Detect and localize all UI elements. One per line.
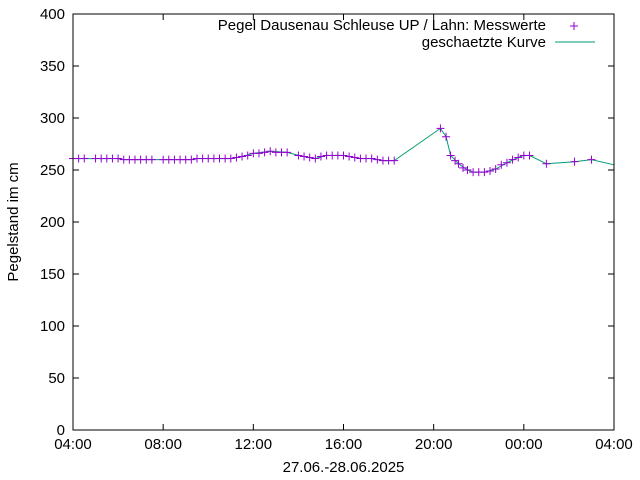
measurement-point <box>254 149 263 158</box>
measurement-point <box>260 148 269 157</box>
measurement-point <box>436 124 445 133</box>
measurement-point <box>570 157 579 166</box>
legend: Pegel Dausenau Schleuse UP / Lahn: Messw… <box>218 17 595 51</box>
measurement-point <box>497 160 506 169</box>
measurement-point <box>187 155 196 164</box>
measurement-point <box>390 156 399 165</box>
measurement-point <box>486 167 495 176</box>
plot-frame <box>72 13 615 431</box>
x-tick-label: 16:00 <box>325 436 363 453</box>
measurement-point <box>305 153 314 162</box>
y-tick-label: 250 <box>40 162 65 179</box>
y-tick-label: 200 <box>40 214 65 231</box>
measurement-point <box>232 153 241 162</box>
y-tick-label: 400 <box>40 6 65 23</box>
measurement-point <box>525 151 534 160</box>
measurement-point <box>147 155 156 164</box>
measurement-point <box>283 148 292 157</box>
x-axis-label: 27.06.-28.06.2025 <box>283 459 405 476</box>
y-tick-label: 350 <box>40 58 65 75</box>
measurement-point <box>367 154 376 163</box>
measurement-point <box>339 151 348 160</box>
measurement-series <box>69 124 596 177</box>
x-tick-label: 12:00 <box>235 436 273 453</box>
measurement-point <box>442 132 451 141</box>
y-tick-label: 0 <box>57 422 65 439</box>
measurement-point <box>266 147 275 156</box>
x-tick-label: 20:00 <box>415 436 453 453</box>
measurement-point <box>316 152 325 161</box>
measurement-point <box>114 154 123 163</box>
measurement-point <box>508 155 517 164</box>
y-tick-label: 50 <box>48 370 65 387</box>
measurement-point <box>80 154 89 163</box>
measurement-point <box>446 151 455 160</box>
y-tick-label: 150 <box>40 266 65 283</box>
measurement-point <box>350 153 359 162</box>
measurement-point <box>226 154 235 163</box>
measurement-point <box>454 159 463 168</box>
measurement-point <box>587 155 596 164</box>
measurement-point <box>300 152 309 161</box>
measurement-point <box>491 164 500 173</box>
measurement-point <box>502 158 511 167</box>
y-tick-label: 100 <box>40 318 65 335</box>
legend-plus-marker <box>570 22 578 30</box>
measurement-point <box>238 152 247 161</box>
measurement-point <box>243 151 252 160</box>
legend-label-measurements: Pegel Dausenau Schleuse UP / Lahn: Messw… <box>218 17 546 34</box>
measurement-point <box>294 151 303 160</box>
measurement-point <box>458 163 467 172</box>
measurement-point <box>542 159 551 168</box>
measurement-point <box>463 166 472 174</box>
y-axis-label: Pegelstand im cm <box>5 162 22 281</box>
measurement-point <box>345 152 354 161</box>
x-tick-label: 04:00 <box>595 436 633 453</box>
x-tick-label: 08:00 <box>144 436 182 453</box>
legend-marker-measurements <box>570 22 578 30</box>
y-tick-label: 300 <box>40 110 65 127</box>
measurement-point <box>514 153 523 162</box>
measurement-point <box>373 155 382 164</box>
x-tick-labels: 04:00 08:00 12:00 16:00 20:00 00:00 04:00 <box>54 436 633 453</box>
y-tick-labels: 0 50 100 150 200 250 300 350 400 <box>40 6 65 439</box>
x-tick-label: 00:00 <box>505 436 543 453</box>
legend-label-estimated-curve: geschaetzte Kurve <box>422 34 546 51</box>
x-tick-label: 04:00 <box>54 436 92 453</box>
measurement-point <box>480 168 489 177</box>
measurement-point <box>311 154 320 163</box>
